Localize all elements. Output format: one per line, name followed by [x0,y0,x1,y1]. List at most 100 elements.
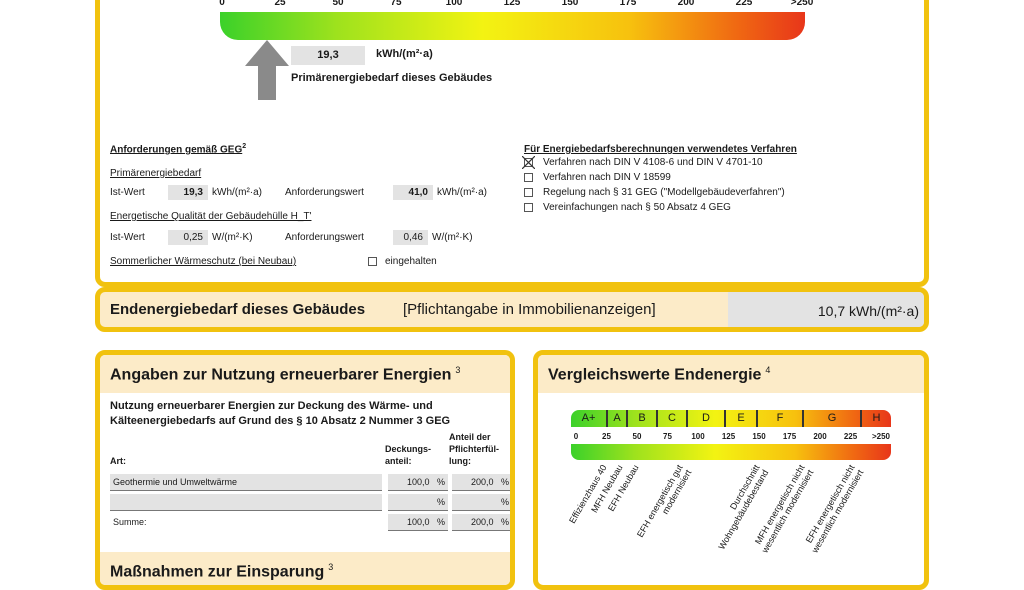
tick-label: 0 [219,0,225,8]
primary-energy-scale-bar [220,12,805,40]
measures-title: Maßnahmen zur Einsparung [110,563,325,581]
tick-label: 100 [445,0,463,8]
footnote-ref: 2 [242,143,247,150]
renewable-subtitle: Kälteenergiebedarfs auf Grund des § 10 A… [110,415,451,427]
method-checkbox[interactable] [524,188,533,197]
pct: % [436,517,445,527]
class-band: A+ A B C D E F G H [571,410,891,427]
tick-label: 25 [602,432,611,441]
renewable-ant-cell: 200,0 % [452,514,510,531]
energy-class-A: A [608,410,628,427]
renewable-subtitle: Nutzung erneuerbarer Energien zur Deckun… [110,400,433,412]
final-energy-note: [Pflichtangabe in Immobilienanzeigen] [403,301,656,318]
pct: % [436,497,445,507]
renewable-deck-cell: % [388,494,448,511]
method-title: Für Energiebedarfsberechnungen verwendet… [524,144,797,155]
renewable-ant-cell: 200,0 % [452,474,510,491]
energy-class-H: H [872,412,881,424]
primary-energy-unit: kWh/(m²·a) [376,48,433,60]
primary-energy-value: 19,3 [291,46,365,65]
req-label: Anforderungswert [285,187,364,198]
energy-class-E: E [726,410,758,427]
energy-class-D: D [688,410,726,427]
summer-checkbox[interactable] [368,257,377,266]
compare-panel: Vergleichswerte Endenergie 4 A+ A B C D E F G H 0… [533,350,929,590]
tick-label: 50 [632,432,642,441]
renewable-art-cell [110,494,382,511]
col-ant: Anteil der [449,432,491,442]
compare-title: Vergleichswerte Endenergie [548,366,762,384]
primary-energy-label: Primärenergiebedarf dieses Gebäudes [291,72,493,84]
req-value: 41,0 [393,185,433,200]
footnote-ref: 4 [765,365,771,375]
energy-class-A+: A+ [571,410,608,427]
final-energy-title: Endenergiebedarf dieses Gebäudes [110,301,366,318]
method-option-label: Verfahren nach DIN V 18599 [543,172,671,183]
deck-value: 100,0 [406,477,430,487]
pct: % [436,477,445,487]
method-checkbox[interactable] [524,173,533,182]
pct: % [500,517,509,527]
compare-ticks: 0 25 50 75 100 125 150 175 200 225 >250 [573,432,891,444]
tick-label: 125 [721,432,736,441]
x-mark-icon [522,156,535,169]
tick-label: >250 [871,432,891,441]
tick-label: 225 [735,0,753,8]
ant-value: 200,0 [470,517,494,527]
footnote-ref: 3 [328,562,334,572]
compare-header: Vergleichswerte Endenergie 4 [538,355,924,393]
tick-label: 200 [813,432,827,441]
method-checkbox[interactable] [522,156,535,169]
env-ist-label: Ist-Wert [110,232,145,243]
ist-label: Ist-Wert [110,187,145,198]
method-checkbox[interactable] [524,203,533,212]
tick-label: 75 [663,432,672,441]
tick-label: >250 [790,0,814,8]
deck-value: 100,0 [406,517,430,527]
tick-label: 175 [619,0,637,8]
env-req-value: 0,46 [393,230,428,245]
tick-label: 50 [332,0,344,8]
energy-class-G: G [804,410,862,427]
col-deck: Deckungs- [385,444,432,454]
arrow-up-icon [244,40,289,100]
tick-label: 25 [274,0,286,8]
renewable-deck-cell: 100,0 % [388,514,448,531]
primary-energy-panel [95,0,929,287]
renewable-ant-cell: % [452,494,510,511]
col-deck: anteil: [385,456,412,466]
energy-class-F: F [758,410,804,427]
compare-scale-bar [571,444,891,460]
env-req-unit: W/(m²·K) [432,232,473,243]
tick-label: 150 [561,0,579,8]
requirements-title-text: Anforderungen gemäß GEG [110,144,243,156]
req-unit: kWh/(m²·a) [437,187,487,198]
reference-label: EFH energetisch gut modernisiert [634,463,694,540]
method-option-label: Vereinfachungen nach § 50 Absatz 4 GEG [543,202,731,213]
col-art: Art: [110,456,126,466]
primary-req-title: Primärenergiebedarf [110,168,202,179]
tick-label: 0 [573,432,579,441]
pct: % [500,477,509,487]
summer-check-label: eingehalten [385,256,437,267]
tick-label: 225 [843,432,858,441]
renewable-header: Angaben zur Nutzung erneuerbarer Energie… [100,355,510,393]
final-energy-value: 10,7 kWh/(m²·a) [728,292,924,327]
ant-value: 200,0 [470,477,494,487]
col-ant: lung: [449,456,471,466]
renewable-panel: Angaben zur Nutzung erneuerbarer Energie… [95,350,515,590]
measures-header: Maßnahmen zur Einsparung 3 [100,552,510,585]
renewable-deck-cell: 100,0 % [388,474,448,491]
ist-unit: kWh/(m²·a) [212,187,262,198]
summer-title: Sommerlicher Wärmeschutz (bei Neubau) [110,256,297,267]
tick-label: 125 [503,0,521,8]
env-ist-unit: W/(m²·K) [212,232,253,243]
env-ist-value: 0,25 [168,230,208,245]
renewable-art-cell: Geothermie und Umweltwärme [110,474,382,491]
renewable-title: Angaben zur Nutzung erneuerbarer Energie… [110,366,452,384]
tick-label: 150 [752,432,766,441]
tick-label: 175 [782,432,797,441]
tick-label: 100 [691,432,705,441]
tick-label: 75 [390,0,402,8]
requirements-title: Anforderungen gemäß GEG2 [110,143,246,155]
